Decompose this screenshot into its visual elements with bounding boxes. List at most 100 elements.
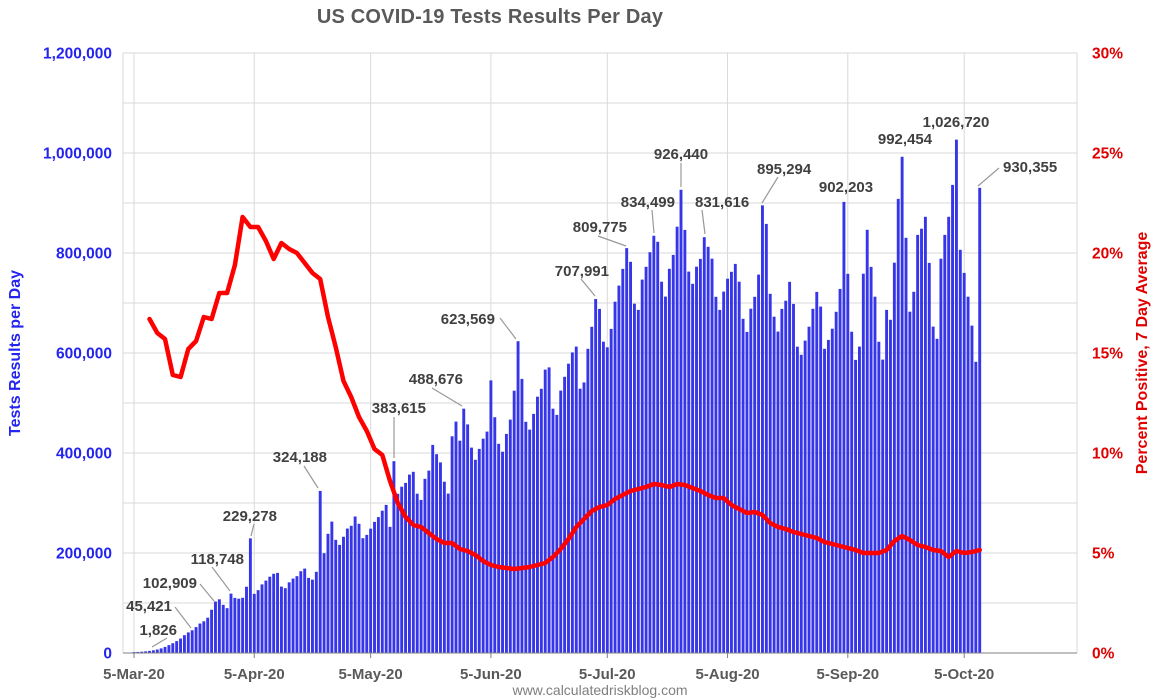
annotation-label: 229,278 [223,508,277,525]
test-result-bar [151,650,155,653]
test-result-bar [551,408,555,653]
test-result-bar [481,438,485,653]
test-result-bar [753,296,757,653]
axes [123,652,1077,658]
test-result-bar [590,326,594,653]
test-result-bar [733,263,737,653]
test-result-bar [629,261,633,653]
test-result-bar [423,478,427,653]
test-result-bar [741,318,745,653]
test-result-bar [338,544,342,653]
chart-title: US COVID-19 Tests Results Per Day [316,6,664,28]
test-result-bar [962,272,966,653]
test-result-bar [295,576,299,653]
test-result-bar [299,571,303,653]
test-result-bar [648,252,652,653]
test-result-bar [788,281,792,653]
test-result-bar [198,623,202,653]
test-result-bar [954,139,958,653]
test-result-bar [691,283,695,653]
test-result-bar [570,352,574,653]
test-result-bar [625,248,629,654]
x-axis-tick-label: 5-Oct-20 [934,666,994,683]
test-result-bar [757,274,761,653]
test-result-bar [978,187,982,653]
test-result-bar [858,346,861,653]
annotation-leader-line [151,637,168,648]
test-result-bar [210,609,214,653]
test-result-bar [326,533,330,653]
annotation-label: 623,569 [441,311,495,328]
test-result-bar [303,568,307,653]
test-result-bar [819,306,823,653]
test-result-bar [795,346,799,653]
test-result-bar [764,223,768,653]
test-result-bar [466,424,470,653]
test-result-bar [931,326,935,653]
x-axis-tick-label: 5-Mar-20 [103,666,165,683]
test-result-bar [524,421,528,653]
test-result-bar [190,630,194,653]
test-result-bar [291,578,295,653]
test-result-bar [380,510,384,653]
annotation-label: 45,421 [126,598,172,615]
annotation-label: 809,775 [573,219,627,236]
right-axis-tick-label: 30% [1092,46,1123,63]
test-result-bar [349,525,353,653]
test-result-bar [431,444,435,653]
test-result-bar [974,361,978,653]
x-axis-tick-label: 5-Jul-20 [579,666,636,683]
left-axis-title: Tests Results per Day [7,270,24,436]
test-result-bar [823,348,826,653]
test-result-bar [155,649,159,653]
test-result-bar [636,309,640,653]
annotation-leader-line [250,523,255,537]
test-result-bar [283,588,287,653]
test-result-bar [749,308,753,653]
test-result-bar [171,643,175,653]
test-result-bar [850,331,854,653]
test-result-bar [470,447,473,653]
test-result-bar [477,448,481,653]
test-result-bar [702,237,706,653]
test-result-bar [586,348,590,653]
test-result-bar [427,470,431,653]
test-result-bar [567,363,570,653]
test-result-bar [179,638,182,653]
test-result-bar [881,359,885,653]
test-result-bar [446,493,450,653]
left-axis-tick-label: 1,000,000 [43,146,112,163]
test-result-bar [396,493,400,653]
annotation-leader-line [701,209,706,235]
test-result-bar [792,303,795,653]
test-result-bar [400,486,404,653]
test-result-bar [501,451,504,653]
test-result-bar [768,293,772,653]
test-result-bar [613,301,617,653]
test-result-bar [206,617,210,653]
test-result-bar [435,454,439,653]
left-axis-tick-label: 200,000 [56,546,112,563]
right-axis-tick-label: 20% [1092,246,1123,263]
test-result-bar [322,553,326,653]
right-axis-tick-label: 5% [1092,546,1115,563]
right-axis-tick-label: 0% [1092,646,1115,663]
test-result-bar [920,228,923,653]
annotation-leader-line [199,583,215,602]
test-result-bar [237,598,241,653]
test-result-bar [365,534,369,653]
test-result-bar [373,521,376,653]
test-result-bar [869,266,873,653]
test-result-bar [861,273,865,653]
test-result-bar [202,621,206,653]
left-axis-tick-label: 0 [103,646,112,663]
test-result-bar [159,648,163,653]
test-result-bar [904,237,908,654]
axis-titles: Tests Results per Day Percent Positive, 7… [7,232,1151,475]
test-result-bar [947,216,951,654]
test-result-bar [454,421,458,653]
test-result-bar [916,234,920,653]
annotation-label: 926,440 [654,146,708,163]
test-result-bar [264,580,268,653]
